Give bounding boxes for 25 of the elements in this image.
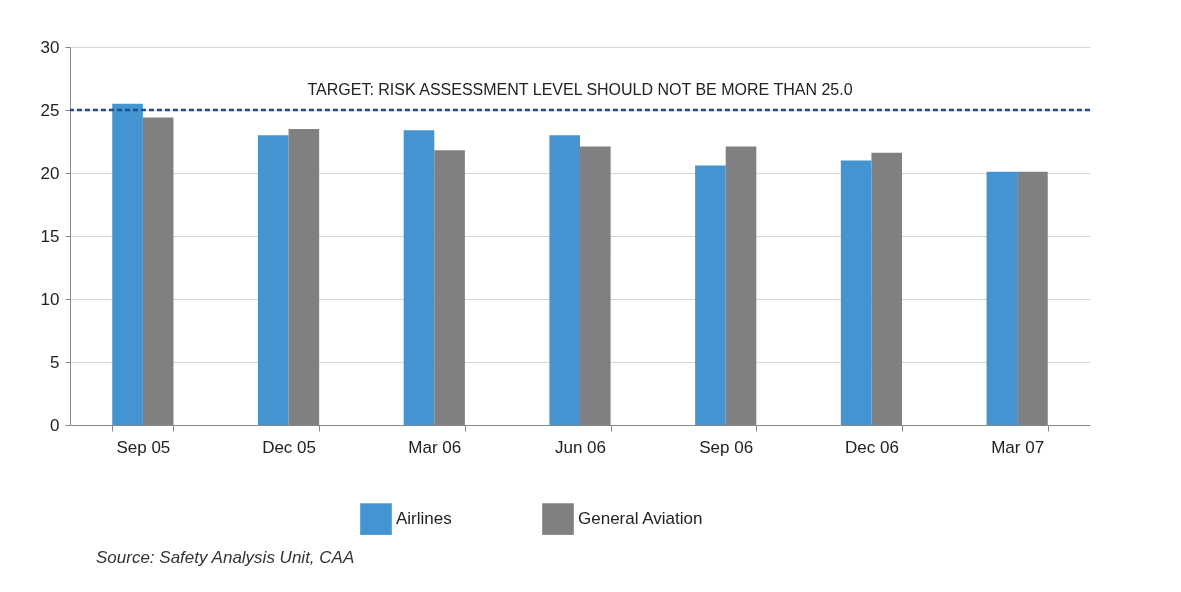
bar: [986, 171, 1018, 425]
y-tick-label: 10: [40, 289, 60, 309]
bar: [840, 160, 872, 425]
y-tick-label: 30: [40, 37, 60, 57]
x-tick-label: Jun 06: [554, 437, 607, 457]
bar: [403, 130, 435, 425]
x-tick-label: Mar 07: [991, 437, 1045, 457]
y-tick-label: 5: [50, 352, 60, 372]
x-tick-label: Mar 06: [408, 437, 462, 457]
y-tick-label: 20: [40, 163, 60, 183]
x-tick-label: Sep 06: [699, 437, 754, 457]
bar: [695, 165, 726, 425]
y-tick-label: 25: [40, 100, 60, 120]
bar: [549, 135, 580, 425]
x-tick-label: Sep 05: [116, 437, 171, 457]
bar: [257, 135, 289, 425]
legend-label: General Aviation: [578, 509, 703, 529]
legend-label: Airlines: [396, 509, 452, 529]
x-tick-label: Dec 06: [844, 437, 899, 457]
ref-line-label: TARGET: RISK ASSESSMENT LEVEL SHOULD NOT BE MORE THAN 25.0: [307, 81, 853, 98]
y-tick-label: 15: [40, 226, 60, 246]
x-tick-label: Dec 05: [262, 437, 317, 457]
bar: [112, 103, 143, 425]
source-note: Source: Safety Analysis Unit, CAA: [96, 548, 355, 568]
y-tick-label: 0: [50, 415, 60, 435]
